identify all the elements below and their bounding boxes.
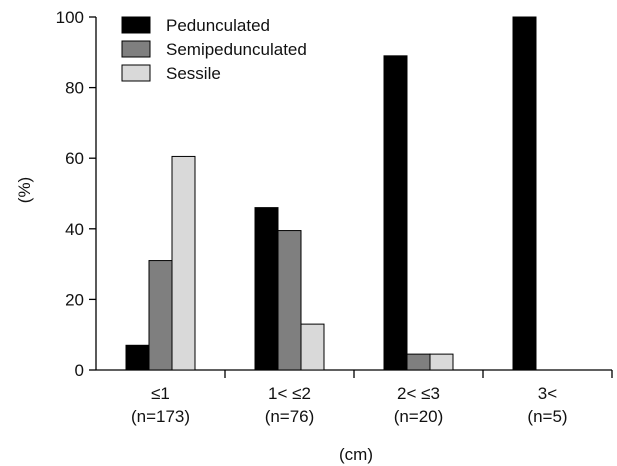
x-tick-label: 2< ≤3: [397, 384, 440, 403]
bar-sessile-3: [429, 353, 454, 371]
bar-sessile-1: [171, 155, 196, 371]
x-category-count: (n=76): [265, 407, 315, 426]
x-tick-label: 3<: [538, 384, 557, 403]
bar-semipedunculated-2: [277, 230, 302, 371]
y-tick-label: 100: [56, 8, 84, 27]
x-category-count: (n=5): [527, 407, 567, 426]
bar-pedunculated-4: [512, 16, 537, 371]
bar-pedunculated-1: [125, 344, 150, 371]
x-tick-label: 1< ≤2: [268, 384, 311, 403]
y-tick-label: 80: [65, 79, 84, 98]
legend-swatch: [121, 64, 151, 82]
bar-semipedunculated-1: [148, 260, 173, 371]
legend: Pedunculated Semipedunculated Sessile: [121, 16, 307, 83]
bar-pedunculated-2: [254, 207, 279, 371]
y-axis-title: (%): [15, 177, 34, 203]
legend-swatch: [121, 16, 151, 34]
y-tick-label: 20: [65, 290, 84, 309]
legend-label: Semipedunculated: [166, 40, 307, 59]
bar-sessile-2: [300, 323, 325, 371]
legend-label: Sessile: [166, 64, 221, 83]
ticks: 0 20 40 60 80 100 ≤1 (n=173) 1< ≤2 (n=76) 2< ≤3 (n=…: [56, 8, 613, 426]
y-tick-label: 60: [65, 149, 84, 168]
bar-pedunculated-3: [383, 55, 408, 371]
x-tick-label: ≤1: [151, 384, 170, 403]
x-axis-title: (cm): [339, 445, 373, 464]
x-category-count: (n=20): [394, 407, 444, 426]
legend-swatch: [121, 40, 151, 58]
legend-label: Pedunculated: [166, 16, 270, 35]
bars: [125, 16, 537, 371]
y-tick-label: 0: [75, 361, 84, 380]
x-category-count: (n=173): [131, 407, 190, 426]
bar-semipedunculated-3: [406, 353, 431, 371]
y-tick-label: 40: [65, 220, 84, 239]
